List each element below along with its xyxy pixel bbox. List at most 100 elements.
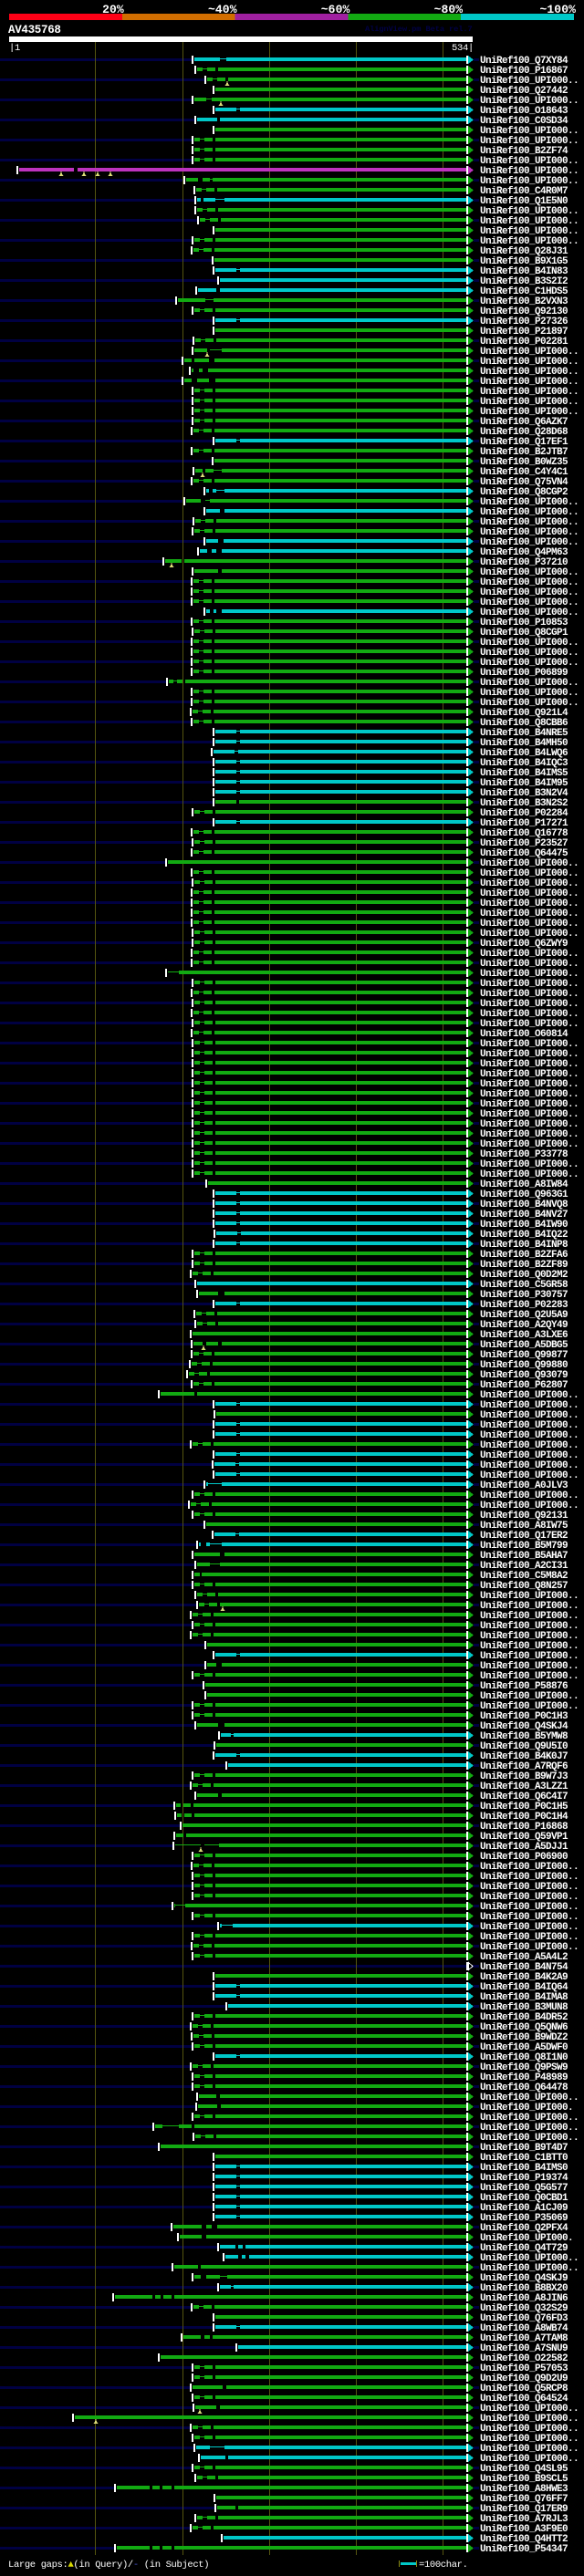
svg-text:UniRef100_UPI000..: UniRef100_UPI000.. [480,1872,579,1883]
svg-text:UniRef100_UPI000..: UniRef100_UPI000.. [480,527,579,538]
svg-text:UniRef100_UPI000..: UniRef100_UPI000.. [480,979,579,990]
svg-text:UniRef100_B4IQ22: UniRef100_B4IQ22 [480,1230,568,1241]
svg-text:UniRef100_P27326: UniRef100_P27326 [480,317,568,327]
svg-text:UniRef100_Q28D68: UniRef100_Q28D68 [480,427,568,438]
svg-text:UniRef100_Q92130: UniRef100_Q92130 [480,306,568,317]
svg-text:UniRef100_UPI000..: UniRef100_UPI000.. [480,2113,579,2124]
svg-text:UniRef100_UPI000.: UniRef100_UPI000. [480,2103,573,2114]
svg-text:UniRef100_UPI000..: UniRef100_UPI000.. [480,2253,579,2264]
svg-text:UniRef100_B2ZF74: UniRef100_B2ZF74 [480,146,568,157]
svg-text:UniRef100_UPI000..: UniRef100_UPI000.. [480,216,579,227]
svg-text:UniRef100_UPI000..: UniRef100_UPI000.. [480,1430,579,1441]
svg-text:UniRef100_P02283: UniRef100_P02283 [480,1300,568,1311]
svg-text:UniRef100_P23527: UniRef100_P23527 [480,838,568,849]
svg-text:UniRef100_UPI000..: UniRef100_UPI000.. [480,1420,579,1431]
svg-text:UniRef100_P30757: UniRef100_P30757 [480,1290,568,1301]
svg-text:UniRef100_UPI000..: UniRef100_UPI000.. [480,206,579,217]
svg-text:UniRef100_UPI000..: UniRef100_UPI000.. [480,999,579,1010]
svg-text:UniRef100_Q1E5N0: UniRef100_Q1E5N0 [480,196,568,207]
svg-text:UniRef100_UPI000..: UniRef100_UPI000.. [480,1641,579,1652]
svg-text:UniRef100_UPI000..: UniRef100_UPI000.. [480,367,579,378]
svg-text:UniRef100_B2ZF89: UniRef100_B2ZF89 [480,1260,568,1271]
svg-text:UniRef100_Q6ZWY9: UniRef100_Q6ZWY9 [480,939,568,950]
svg-text:UniRef100_UPI000..: UniRef100_UPI000.. [480,919,579,930]
svg-text:UniRef100_Q9D2U9: UniRef100_Q9D2U9 [480,2373,568,2384]
svg-text:UniRef100_UPI000..: UniRef100_UPI000.. [480,1862,579,1873]
svg-text:UniRef100_B3MUN8: UniRef100_B3MUN8 [480,2002,568,2013]
svg-text:UniRef100_UPI000..: UniRef100_UPI000.. [480,898,579,909]
svg-text:UniRef100_B4INP8: UniRef100_B4INP8 [480,1240,568,1251]
svg-text:UniRef100_UPI000..: UniRef100_UPI000.. [480,1450,579,1461]
svg-text:UniRef100_P06900: UniRef100_P06900 [480,1852,568,1863]
svg-text:534|: 534| [452,43,474,54]
svg-text:UniRef100_UPI000..: UniRef100_UPI000.. [480,1591,579,1602]
svg-text:UniRef100_B4IMA8: UniRef100_B4IMA8 [480,1992,568,2003]
svg-text:UniRef100_Q8CBB6: UniRef100_Q8CBB6 [480,718,568,729]
svg-text:UniRef100_Q4SKJ9: UniRef100_Q4SKJ9 [480,2273,568,2284]
svg-text:~60%: ~60% [321,3,350,16]
svg-text:UniRef100_UPI000..: UniRef100_UPI000.. [480,909,579,919]
svg-text:UniRef100_UPI000..: UniRef100_UPI000.. [480,2444,579,2455]
svg-text:UniRef100_C4R0M7: UniRef100_C4R0M7 [480,186,568,197]
svg-text:UniRef100_A8IW84: UniRef100_A8IW84 [480,1179,568,1190]
svg-text:UniRef100_UPI000..: UniRef100_UPI000.. [480,1611,579,1622]
svg-text:UniRef100_UPI000.: UniRef100_UPI000. [480,2233,573,2244]
svg-text:UniRef100_B0WZ35: UniRef100_B0WZ35 [480,457,568,468]
svg-text:UniRef100_UPI000..: UniRef100_UPI000.. [480,96,579,107]
svg-text:UniRef100_C1BTT0: UniRef100_C1BTT0 [480,2153,568,2164]
svg-text:UniRef100_UPI000..: UniRef100_UPI000.. [480,1491,579,1501]
svg-text:UniRef100_UPI000..: UniRef100_UPI000.. [480,878,579,889]
svg-text:UniRef100_UPI000..: UniRef100_UPI000.. [480,1701,579,1712]
svg-text:UniRef100_P0C1H3: UniRef100_P0C1H3 [480,1711,568,1722]
svg-text:UniRef100_UPI000..: UniRef100_UPI000.. [480,1460,579,1471]
svg-text:UniRef100_UPI000..: UniRef100_UPI000.. [480,1390,579,1401]
svg-text:UniRef100_UPI000..: UniRef100_UPI000.. [480,136,579,147]
svg-text:UniRef100_A7SNU9: UniRef100_A7SNU9 [480,2343,568,2354]
svg-text:UniRef100_Q963G1: UniRef100_Q963G1 [480,1189,568,1200]
svg-text:UniRef100_Q64524: UniRef100_Q64524 [480,2394,568,2405]
svg-text:UniRef100_A8JIN6: UniRef100_A8JIN6 [480,2293,568,2304]
svg-text:UniRef100_UPI000..: UniRef100_UPI000.. [480,1631,579,1642]
svg-text:UniRef100_Q17EF1: UniRef100_Q17EF1 [480,437,568,448]
svg-text:UniRef100_UPI000..: UniRef100_UPI000.. [480,1892,579,1903]
svg-text:UniRef100_UPI000..: UniRef100_UPI000.. [480,226,579,237]
svg-text:UniRef100_P02281: UniRef100_P02281 [480,337,568,348]
svg-text:UniRef100_P16867: UniRef100_P16867 [480,66,568,77]
svg-text:UniRef100_P16868: UniRef100_P16868 [480,1822,568,1833]
svg-text:UniRef100_Q5G577: UniRef100_Q5G577 [480,2183,568,2194]
svg-text:UniRef100_Q2PFX4: UniRef100_Q2PFX4 [480,2223,568,2234]
svg-text:UniRef100_UPI000..: UniRef100_UPI000.. [480,397,579,408]
svg-text:UniRef100_UPI000..: UniRef100_UPI000.. [480,868,579,879]
svg-text:20%: 20% [102,3,124,16]
svg-text:UniRef100_UPI000..: UniRef100_UPI000.. [480,2123,579,2134]
svg-text:UniRef100_B4IM95: UniRef100_B4IM95 [480,778,568,789]
svg-text:UniRef100_Q4SL95: UniRef100_Q4SL95 [480,2464,568,2475]
svg-text:UniRef100_B8BX20: UniRef100_B8BX20 [480,2283,568,2294]
svg-text:UniRef100_Q5RCP8: UniRef100_Q5RCP8 [480,2384,568,2394]
svg-text:UniRef100_A5A4L2: UniRef100_A5A4L2 [480,1952,568,1963]
svg-text:UniRef100_A3LXE6: UniRef100_A3LXE6 [480,1330,568,1341]
svg-text:UniRef100_UPI000..: UniRef100_UPI000.. [480,1410,579,1421]
svg-text:UniRef100_P57053: UniRef100_P57053 [480,2363,568,2374]
svg-text:UniRef100_UPI000..: UniRef100_UPI000.. [480,1501,579,1511]
svg-text:UniRef100_UPI000..: UniRef100_UPI000.. [480,1019,579,1030]
svg-text:UniRef100_Q8I1N0: UniRef100_Q8I1N0 [480,2052,568,2063]
svg-text:UniRef100_UPI000..: UniRef100_UPI000.. [480,1400,579,1411]
svg-text:UniRef100_B9SCL5: UniRef100_B9SCL5 [480,2474,568,2485]
svg-text:UniRef100_B4IN83: UniRef100_B4IN83 [480,266,568,277]
svg-text:UniRef100_Q8N257: UniRef100_Q8N257 [480,1581,568,1592]
svg-text:UniRef100_C0SD34: UniRef100_C0SD34 [480,116,568,127]
svg-text:UniRef100_B3N2V4: UniRef100_B3N2V4 [480,788,568,799]
svg-text:UniRef100_B9X1G5: UniRef100_B9X1G5 [480,256,568,267]
svg-text:UniRef100_P06899: UniRef100_P06899 [480,668,568,679]
svg-text:UniRef100_B5YMW8: UniRef100_B5YMW8 [480,1731,568,1742]
svg-text:UniRef100_B5M799: UniRef100_B5M799 [480,1541,568,1552]
svg-text:UniRef100_UPI000..: UniRef100_UPI000.. [480,2404,579,2415]
svg-text:UniRef100_A1CJ09: UniRef100_A1CJ09 [480,2203,568,2214]
svg-text:UniRef100_Q6C4I7: UniRef100_Q6C4I7 [480,1792,568,1802]
svg-text:UniRef100_UPI000..: UniRef100_UPI000.. [480,698,579,709]
svg-text:~40%: ~40% [208,3,237,16]
svg-text:UniRef100_UPI000..: UniRef100_UPI000.. [480,1902,579,1913]
svg-text:UniRef100_UPI000..: UniRef100_UPI000.. [480,1922,579,1933]
svg-text:UniRef100_P10853: UniRef100_P10853 [480,618,568,628]
